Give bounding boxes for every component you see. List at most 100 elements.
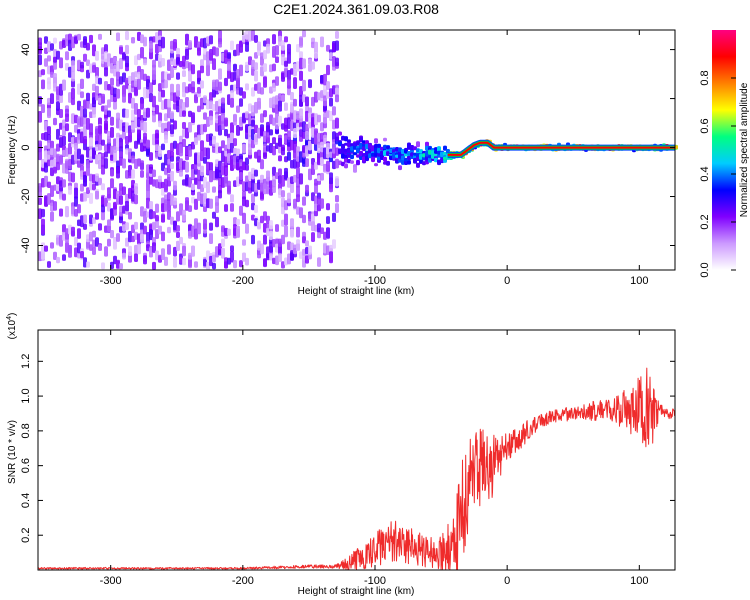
spectrogram-cell xyxy=(176,231,180,238)
spectrogram-cell xyxy=(416,141,420,148)
spectrogram-cell xyxy=(326,64,330,76)
spectrogram-cell xyxy=(89,137,93,147)
spectrogram-cell xyxy=(179,146,183,157)
spectrogram-cell xyxy=(53,37,57,44)
spectrogram-cell xyxy=(143,225,147,235)
spectrogram-cell xyxy=(287,78,291,89)
snr-x-tick-label: -300 xyxy=(100,575,122,587)
spectrogram-cell xyxy=(119,195,123,205)
spectrogram-cell xyxy=(167,98,171,108)
spectrogram-cell xyxy=(53,251,57,260)
spectrogram-cell xyxy=(47,41,51,53)
spectrogram-cell xyxy=(206,64,210,77)
spectrogram-cell xyxy=(47,107,51,119)
spectrogram-cell xyxy=(98,244,102,251)
spectrogram-cell xyxy=(95,212,99,220)
spectrogram-cell xyxy=(254,35,258,43)
spectrogram-cell xyxy=(335,203,339,213)
spectrogram-cell xyxy=(188,70,192,82)
spectrogram-cell xyxy=(206,147,210,160)
spectrogram-cell xyxy=(254,169,258,177)
spectrogram-cell xyxy=(101,139,105,146)
spectrogram-cell xyxy=(245,61,249,72)
spectrogram-cell xyxy=(200,65,204,74)
spectrogram-cell xyxy=(164,184,168,193)
spectrogram-cell xyxy=(98,77,102,85)
spectrogram-cell xyxy=(152,261,156,270)
spectrogram-cell xyxy=(167,226,171,234)
spectrogram-cell xyxy=(224,165,228,176)
spectrogram-cell xyxy=(323,95,327,107)
spectrogram-cell xyxy=(200,165,204,176)
spectrogram-cell xyxy=(275,224,279,232)
spectrogram-cell xyxy=(404,160,408,165)
spectrogram-cell xyxy=(194,94,198,104)
spectrogram-cell xyxy=(38,151,42,161)
spectrogram-cell xyxy=(131,37,135,44)
spectrogram-cell xyxy=(299,70,303,81)
spectrogram-cell xyxy=(86,187,90,194)
spectrogram-cell xyxy=(74,142,78,150)
spectrogram-cell xyxy=(119,137,123,149)
spectrogram-cell xyxy=(59,109,63,118)
spectrogram-cell xyxy=(212,58,216,70)
spectrogram-cell xyxy=(227,52,231,59)
spectrogram-cell xyxy=(221,97,225,104)
spectrogram-cell xyxy=(326,203,330,211)
spectrogram-cell xyxy=(233,260,237,269)
spectrogram-cell xyxy=(383,137,387,142)
spectrogram-cell xyxy=(71,226,75,237)
colorbar-tick-label: 0.0 xyxy=(699,262,711,277)
spectrogram-cell xyxy=(299,36,303,48)
colorbar-gradient xyxy=(712,30,736,270)
spectrogram-cell xyxy=(233,63,237,72)
spectrogram-cell xyxy=(158,225,162,235)
colorbar-label: Normalized spectral amplitude xyxy=(739,82,750,217)
spectrogram-cell xyxy=(116,88,120,99)
spectrogram-cell xyxy=(92,230,96,238)
spectrogram-cell xyxy=(209,162,213,172)
spectrogram-cell xyxy=(128,245,132,256)
spectrogram-cell xyxy=(125,44,129,55)
spectrogram-cell xyxy=(125,109,129,119)
spectrogram-cell xyxy=(161,58,165,67)
spectrogram-cell xyxy=(278,115,282,127)
spectrogram-cell xyxy=(344,136,348,142)
spectrogram-cell xyxy=(233,138,237,147)
spectrogram-cell xyxy=(41,208,45,218)
spectrogram-cell xyxy=(59,208,63,217)
spectrogram-cell xyxy=(188,205,192,212)
spectrogram-cell xyxy=(290,218,294,229)
spectrogram-cell xyxy=(44,245,48,252)
spectrogram-cell xyxy=(86,92,90,102)
spectrogram-cell xyxy=(59,57,63,69)
spectrogram-cell xyxy=(47,126,51,135)
spectrogram-cell xyxy=(164,131,168,140)
spectrogram-cell xyxy=(83,136,87,145)
spectrogram-cell xyxy=(416,162,420,168)
spectrogram-cell xyxy=(125,200,129,212)
spectrogram-cell xyxy=(119,216,123,224)
spectrogram-cell xyxy=(257,101,261,109)
spectrogram-cell xyxy=(191,183,195,191)
spectrogram-cell xyxy=(173,120,177,130)
spectrogram-cell xyxy=(92,183,96,191)
spectrogram-cell xyxy=(353,152,357,156)
spectrogram-cell xyxy=(281,40,285,51)
spectrogram-cell xyxy=(227,61,231,72)
spectrogram-cell xyxy=(140,160,144,171)
spectrogram-cell xyxy=(299,99,303,107)
spectrogram-cell xyxy=(80,183,84,192)
spectrogram-cell xyxy=(116,32,120,42)
spectrogram-cell xyxy=(38,96,42,104)
spectrogram-cell xyxy=(89,34,93,44)
spectrogram-cell xyxy=(191,245,195,257)
spectrogram-cell xyxy=(110,127,114,138)
spectrogram-cell xyxy=(107,238,111,247)
spectrogram-cell xyxy=(128,131,132,141)
spectrogram-cell xyxy=(329,172,333,185)
spectrogram-cell xyxy=(155,203,159,213)
spectrogram-cell xyxy=(116,233,120,242)
spectrogram-cell xyxy=(146,139,150,149)
spectrogram-cell xyxy=(155,43,159,54)
